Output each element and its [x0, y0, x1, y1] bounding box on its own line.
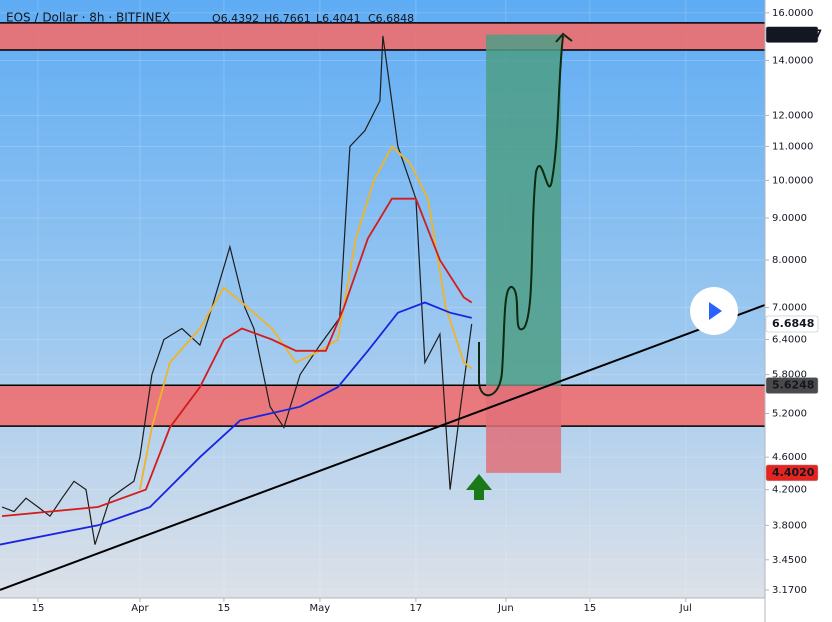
y-tick-label: 9.0000: [772, 213, 807, 224]
y-tick-label: 16.0000: [772, 8, 813, 19]
y-tick-label: 7.0000: [772, 303, 807, 314]
zone: [0, 385, 765, 427]
y-tick-label: 3.8000: [772, 520, 807, 531]
trendline: [0, 304, 766, 591]
price-label-box: [765, 377, 819, 394]
price-label: 15.0537: [772, 28, 822, 41]
position-box: [486, 385, 562, 473]
x-tick-label: 15: [32, 603, 45, 614]
x-tick-label: 15: [583, 603, 596, 614]
y-tick-label: 11.0000: [772, 141, 813, 152]
price-label-box: [765, 464, 819, 482]
price-label-box: [765, 315, 819, 333]
ohlc-value: H6.7661: [264, 12, 311, 25]
price-label-box: [765, 26, 819, 43]
ohlc-value: C6.6848: [368, 12, 414, 25]
ohlc-value: L6.4041: [316, 12, 361, 25]
up-arrow: [466, 474, 492, 500]
y-tick-label: 10.0000: [772, 175, 813, 186]
x-tick-label: May: [310, 603, 331, 614]
y-tick-label: 4.6000: [772, 452, 807, 463]
play-icon: [709, 302, 722, 320]
position-box: [486, 34, 562, 386]
projection-arrowhead: [555, 32, 573, 43]
x-tick-label: 15: [218, 603, 231, 614]
moving-average: [1, 197, 473, 517]
chart-title: EOS / Dollar · 8h · BITFINEX: [6, 11, 170, 25]
x-tick-label: Apr: [131, 603, 149, 614]
y-tick-label: 12.0000: [772, 110, 813, 121]
projection-path: [478, 35, 564, 397]
moving-average: [0, 301, 472, 546]
price-line: [1, 35, 473, 545]
y-tick-label: 3.4500: [772, 555, 807, 566]
y-tick-label: 3.1700: [772, 585, 807, 596]
plot-background: [0, 0, 765, 598]
price-label: 4.4020: [772, 466, 815, 479]
x-tick-label: Jun: [497, 603, 514, 614]
y-tick-label: 8.0000: [772, 255, 807, 266]
y-tick-label: 6.4000: [772, 335, 807, 346]
ohlc-value: O6.4392: [212, 12, 259, 25]
y-axis-background: [765, 0, 832, 622]
x-axis-background: [0, 598, 765, 622]
x-tick-label: 17: [410, 603, 423, 614]
y-tick-label: 14.0000: [772, 56, 813, 67]
y-tick-label: 5.8000: [772, 370, 807, 381]
price-label: 6.6848: [772, 317, 814, 330]
price-label: 5.6248: [772, 379, 814, 392]
y-tick-label: 5.2000: [772, 409, 807, 420]
x-tick-label: Jul: [679, 603, 692, 614]
y-tick-label: 4.2000: [772, 485, 807, 496]
